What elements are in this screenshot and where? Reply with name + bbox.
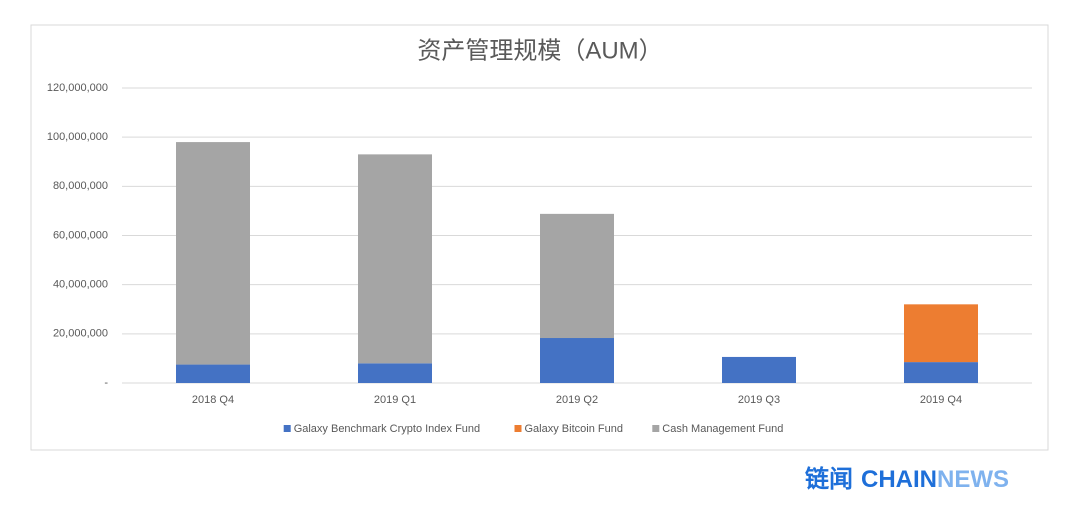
y-tick-label: 80,000,000	[53, 180, 108, 192]
legend-swatch	[514, 425, 522, 432]
y-tick-label: 40,000,000	[53, 279, 108, 291]
bar-segment	[358, 363, 432, 383]
y-tick-label: -	[104, 377, 108, 389]
y-tick-label: 60,000,000	[53, 229, 108, 241]
x-tick-label: 2019 Q2	[556, 394, 598, 406]
y-tick-label: 100,000,000	[47, 131, 108, 143]
watermark-b: NEWS	[937, 466, 1009, 493]
legend-label: Galaxy Benchmark Crypto Index Fund	[294, 423, 480, 435]
bar-segment	[904, 362, 978, 383]
bar-segment	[540, 338, 614, 383]
y-tick-label: 120,000,000	[47, 82, 108, 94]
x-tick-label: 2018 Q4	[192, 394, 234, 406]
legend-swatch	[652, 425, 660, 432]
chart-title: 资产管理规模（AUM）	[417, 37, 662, 64]
bar-segment	[358, 154, 432, 364]
bar-segment	[176, 142, 250, 365]
watermark-cn: 链闻	[805, 465, 853, 493]
x-tick-label: 2019 Q1	[374, 394, 416, 406]
bar-segment	[722, 356, 796, 383]
bar-segment	[176, 364, 250, 383]
x-tick-label: 2019 Q3	[738, 394, 780, 406]
bar-segment	[540, 213, 614, 339]
legend-label: Cash Management Fund	[662, 423, 783, 435]
x-tick-label: 2019 Q4	[920, 394, 962, 406]
legend-swatch	[283, 425, 291, 432]
y-tick-label: 20,000,000	[53, 328, 108, 340]
legend-label: Galaxy Bitcoin Fund	[525, 423, 623, 435]
watermark-a: CHAIN	[861, 466, 937, 493]
watermark: 链闻 CHAINNEWS	[805, 465, 1009, 493]
bar-segment	[904, 304, 978, 363]
